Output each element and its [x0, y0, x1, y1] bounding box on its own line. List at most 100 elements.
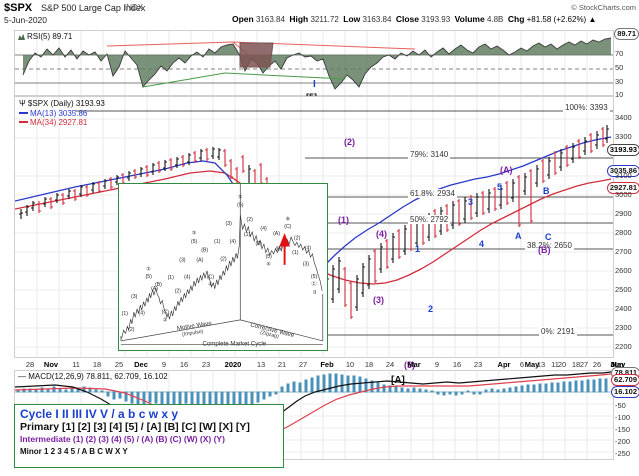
xlab-18: 9	[434, 360, 440, 369]
change-value: +81.58 (+2.62%) ▲	[526, 15, 597, 24]
xlab-14: 10	[345, 360, 355, 369]
xlab-22: 6	[519, 360, 525, 369]
price-tick-2500: 2500	[615, 285, 632, 294]
corrective-wave-sublabel: (Zigzag)	[260, 330, 280, 340]
price-series-text: $SPX (Daily) 3193.93	[27, 99, 105, 108]
source-watermark: © StockCharts.com	[571, 3, 636, 12]
ma13-legend: MA(13) 3035.86	[19, 109, 105, 119]
fib-label-382: 38.2%: 2650	[525, 241, 574, 250]
legend-cycle: Cycle I II III IV V / a b c w x y	[20, 407, 179, 421]
inset-wave-node-29: (4)	[260, 226, 267, 232]
rsi-tick-50: 50	[615, 63, 624, 72]
xlab-20: 23	[473, 360, 483, 369]
xlab-3: 18	[92, 360, 102, 369]
motive-wave-sublabel: (Impulse)	[182, 329, 204, 338]
wave-label-minor-A: A	[515, 231, 522, 241]
inset-wave-node-16: (A)	[196, 258, 203, 264]
price-tick-2900: 2900	[615, 209, 632, 218]
inset-wave-node-26: (1)	[244, 232, 251, 238]
high-label: High	[289, 14, 309, 24]
xlab-8: 23	[201, 360, 211, 369]
rsi-legend-text: RSI(5) 89.71	[27, 32, 73, 41]
inset-wave-node-4: ①	[146, 267, 151, 273]
ohlc-summary: Open 3163.84 High 3211.72 Low 3163.84 Cl…	[232, 14, 596, 24]
xlab-9: 2020	[224, 360, 242, 369]
wave-label-minor-3: 3	[468, 197, 474, 207]
legend-primary: Primary [1] [2] [3] [4] [5] / [A] [B] [C…	[20, 420, 250, 433]
fib-label-50: 50%: 2792	[408, 215, 451, 224]
inset-wave-node-32: (A)	[273, 231, 280, 237]
wave-label-primary-A: [A]	[391, 375, 405, 386]
xlab-1: Nov	[43, 360, 59, 369]
xlab-29: 26	[592, 360, 602, 369]
xlab-13: Feb	[320, 360, 334, 369]
inset-wave-node-1: (2)	[128, 327, 135, 333]
ma34-value-flag: 2927.81	[606, 182, 639, 194]
xlab-30: Jun	[610, 360, 624, 369]
price-tick-2300: 2300	[615, 323, 632, 332]
complete-cycle-label: Complete Market Cycle	[202, 340, 266, 347]
rsi-panel: RSI(5) 89.71	[14, 28, 639, 96]
xlab-10: 13	[256, 360, 266, 369]
macd-tick-m150: -150	[615, 425, 631, 434]
macd-y-axis: -50 -100 -150 -200 -250	[615, 370, 639, 460]
xlab-21: Apr	[497, 360, 511, 369]
inset-wave-node-15: (5)	[191, 239, 198, 245]
inset-wave-node-5: (5)	[146, 274, 153, 280]
xlab-may: May	[524, 360, 540, 369]
wave-label-cycle-I: I	[313, 79, 316, 90]
inset-wave-node-22: (3)	[225, 221, 232, 227]
wave-label-int-5: (5)	[404, 360, 415, 370]
xlab-17: Mar	[407, 360, 421, 369]
xlab-5: Dec	[134, 360, 148, 369]
inset-wave-node-35: (C)	[284, 224, 291, 230]
rsi-tick-30: 30	[615, 77, 624, 86]
elliott-wave-cycle-diagram: Motive Wave (Impulse) Corrective Wave (Z…	[118, 183, 328, 351]
ma34-legend-text: MA(34) 2927.81	[30, 118, 88, 127]
legend-intermediate: Intermediate (1) (2) (3) (4) (5) / (A) (…	[20, 434, 225, 444]
xlab-26: May	[610, 360, 626, 369]
inset-wave-node-12: (3)	[179, 258, 186, 264]
inset-wave-node-13: (4)	[184, 274, 191, 280]
fib-label-0: 0%: 2191	[539, 327, 577, 336]
high-value: 3211.72	[310, 15, 339, 24]
xlab-7: 16	[179, 360, 189, 369]
inset-wave-node-30: (5)	[266, 254, 273, 260]
price-tick-2400: 2400	[615, 304, 632, 313]
xlab-28: 18	[571, 360, 581, 369]
wave-label-int-B: (B)	[538, 245, 551, 255]
macd-tick-m250: -250	[615, 449, 631, 458]
inset-wave-node-14: ③	[192, 230, 197, 236]
volume-value: 4.8B	[486, 15, 504, 24]
rsi-tick-70: 70	[615, 49, 624, 58]
inset-wave-node-33: (B)	[275, 246, 282, 252]
price-panel: Ψ $SPX (Daily) 3193.93 MA(13) 3035.86 MA…	[14, 96, 639, 358]
low-value: 3163.84	[362, 15, 392, 24]
macd-tick-m100: -100	[615, 413, 631, 422]
price-y-axis: 3400 3300 3100 3000 2900 2800 2700 2600 …	[615, 96, 639, 358]
price-tick-2600: 2600	[615, 266, 632, 275]
price-series-legend: Ψ $SPX (Daily) 3193.93	[19, 99, 105, 108]
ma34-swatch	[19, 121, 28, 123]
index-name: S&P 500 Large Cap Index	[41, 3, 146, 13]
xlab-12: 27	[298, 360, 308, 369]
inset-wave-node-9: ②	[163, 317, 168, 323]
price-tick-2700: 2700	[615, 247, 632, 256]
change-label: Chg	[507, 14, 525, 24]
wave-degree-legend: Cycle I II III IV V / a b c w x y Primar…	[14, 404, 284, 468]
wave-label-minor-4: 4	[479, 239, 485, 249]
wave-label-minor-B: B	[543, 186, 550, 196]
inset-wave-node-19: ④	[208, 282, 213, 288]
inset-wave-node-42: II	[313, 290, 316, 296]
x-axis-dates-right: May	[300, 360, 639, 371]
ma34-legend: MA(34) 2927.81	[19, 118, 105, 128]
xlab-16: 24	[385, 360, 395, 369]
exchange-code: INDX	[124, 3, 144, 12]
price-tick-3400: 3400	[615, 113, 632, 122]
price-tick-2800: 2800	[615, 228, 632, 237]
rsi-y-axis: 70 50 30 10	[615, 30, 639, 99]
rsi-plot	[15, 31, 613, 95]
price-legend: Ψ $SPX (Daily) 3193.93 MA(13) 3035.86 MA…	[19, 99, 105, 128]
hist-value-flag: 16.102	[611, 386, 639, 398]
